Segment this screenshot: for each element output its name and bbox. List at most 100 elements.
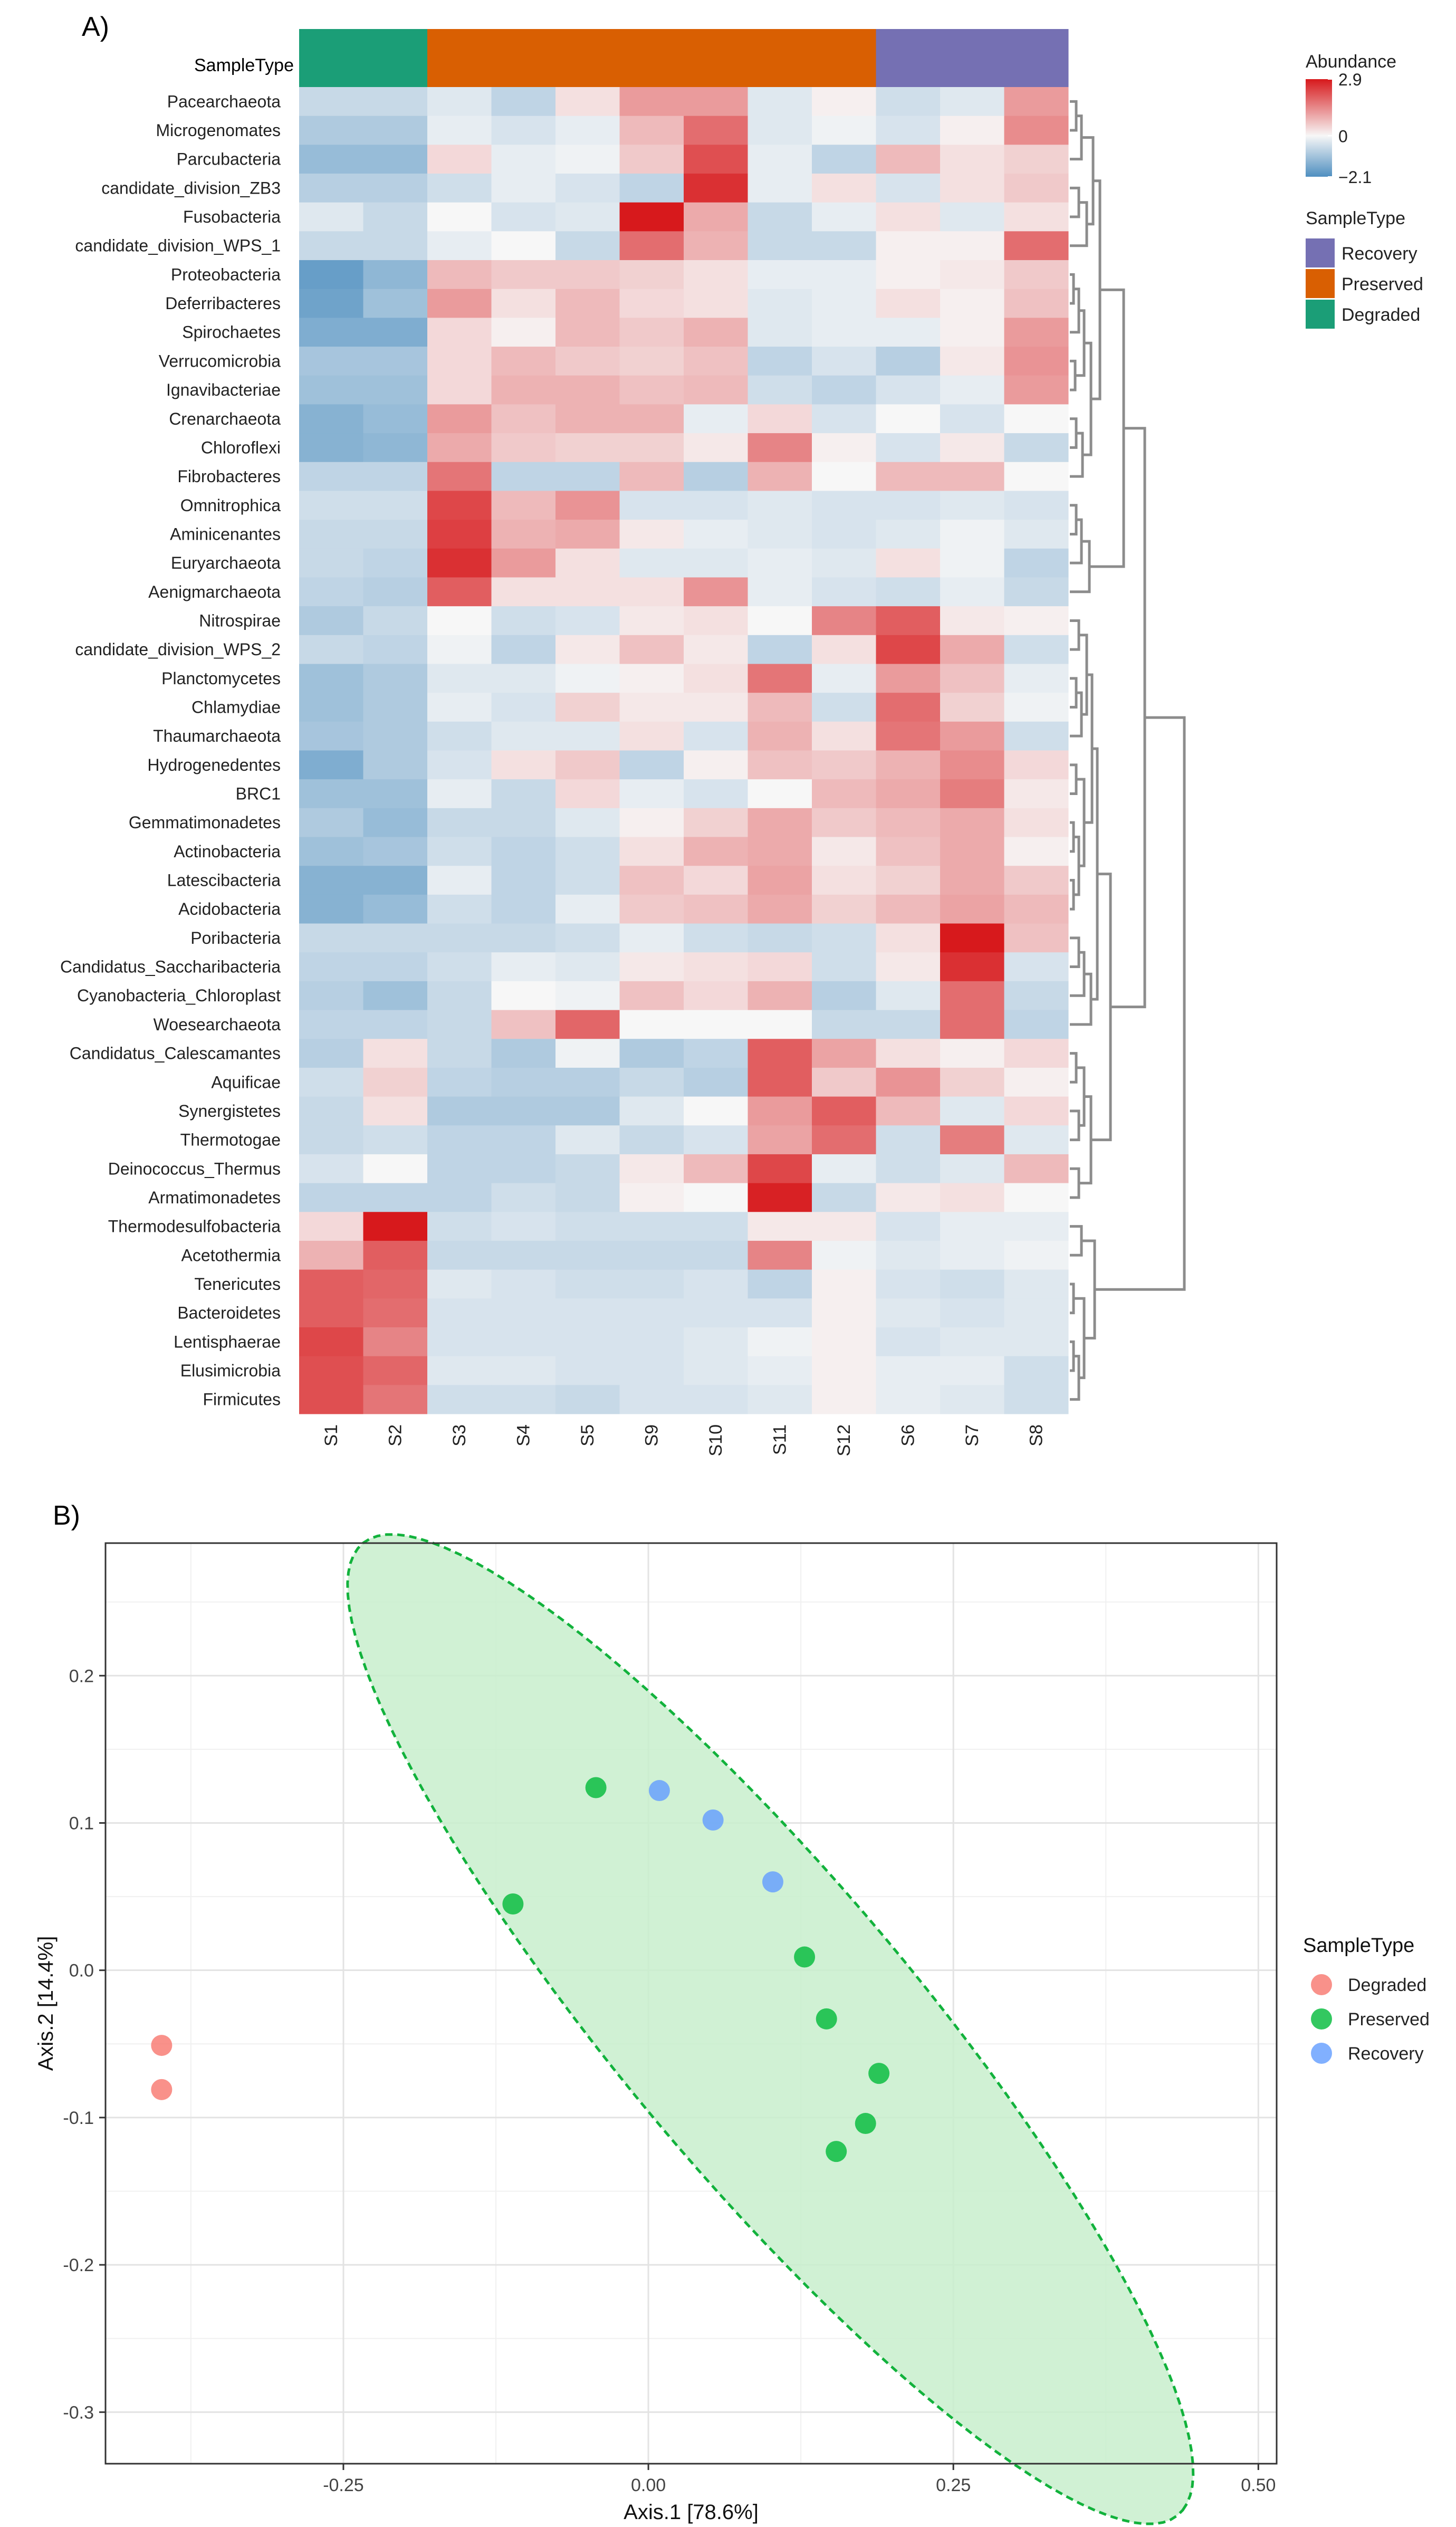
heatmap-cell [684,289,748,318]
heatmap-cell [299,664,363,693]
heatmap-cell [940,866,1004,895]
heatmap-cell [876,664,941,693]
heatmap-cell [427,260,492,290]
heatmap-cell [1004,87,1069,117]
row-label: Elusimicrobia [180,1361,281,1380]
heatmap-cell [1004,635,1069,664]
heatmap-cell [363,635,428,664]
heatmap-cell [812,1356,876,1385]
heatmap-cell [427,1356,492,1385]
heatmap-cell [427,116,492,145]
heatmap-cell [363,1010,428,1039]
heatmap-cell [363,1067,428,1097]
heatmap-cell [684,981,748,1011]
heatmap-cell [812,462,876,491]
heatmap-cell [748,260,812,290]
heatmap-cell [491,1039,556,1068]
heatmap-cell [876,462,941,491]
heatmap-cell [812,923,876,953]
heatmap-cell [363,1183,428,1212]
heatmap-cell [940,693,1004,722]
heatmap-cell [427,952,492,982]
column-label: S6 [898,1424,918,1447]
heatmap-cell [619,981,684,1011]
heatmap-cell [684,837,748,866]
heatmap-cell [684,260,748,290]
heatmap-cell [684,952,748,982]
heatmap-cell [555,174,620,203]
heatmap-cell [1004,894,1069,924]
heatmap-cell [619,318,684,347]
dendrogram-branch [1070,100,1078,132]
heatmap-cell [491,404,556,434]
heatmap-cell [876,1298,941,1328]
heatmap-cell [491,779,556,809]
heatmap-cell [427,548,492,578]
heatmap-cell [1004,837,1069,866]
heatmap-cell [363,1356,428,1385]
heatmap-cell [299,894,363,924]
heatmap-cell [1004,866,1069,895]
heatmap-cell [363,779,428,809]
heatmap-cell [299,808,363,838]
heatmap-cell [684,1010,748,1039]
heatmap-cell [940,1385,1004,1414]
heatmap-cell [876,548,941,578]
row-label: Thermodesulfobacteria [108,1217,281,1236]
point-recovery [762,1871,783,1893]
heatmap-cell [427,289,492,318]
heatmap-cell [491,231,556,261]
column-label: S2 [385,1424,405,1447]
heatmap-cell [299,952,363,982]
row-label: Lentisphaerae [174,1332,281,1351]
sample-type-label-recovery: Recovery [1342,244,1417,264]
heatmap-cell [940,520,1004,549]
heatmap-cell [619,808,684,838]
heatmap-cell [812,1269,876,1299]
heatmap-cell [940,837,1004,866]
heatmap-cell [684,1096,748,1126]
heatmap-cell [619,664,684,693]
heatmap-cell [1004,347,1069,376]
heatmap-cell [491,894,556,924]
row-label: Thermotogae [180,1131,281,1150]
heatmap-cell [491,750,556,780]
heatmap-cell [1004,1183,1069,1212]
heatmap-cell [491,866,556,895]
heatmap-cell [940,923,1004,953]
heatmap-cell [491,952,556,982]
heatmap-cell [555,260,620,290]
heatmap-cell [876,1010,941,1039]
heatmap-cell [684,1327,748,1357]
heatmap-cell [940,1096,1004,1126]
sample-type-swatch-recovery [1306,238,1335,267]
y-axis-title: Axis.2 [14.4%] [34,1936,58,2071]
heatmap-cell [876,491,941,520]
heatmap-cell [427,750,492,780]
heatmap-cell [619,520,684,549]
column-label: S1 [321,1424,341,1447]
heatmap-cell [940,894,1004,924]
heatmap-cell [812,116,876,145]
heatmap-cell [555,1010,620,1039]
heatmap-cell [555,1096,620,1126]
heatmap-cell [940,1298,1004,1328]
heatmap-cell [363,894,428,924]
heatmap-cell [748,1269,812,1299]
heatmap-cell [619,1010,684,1039]
heatmap-cell [1004,1154,1069,1184]
heatmap-cell [555,1154,620,1184]
heatmap-cell [491,116,556,145]
heatmap-cell [748,404,812,434]
heatmap-cell [812,1154,876,1184]
heatmap-cell [876,520,941,549]
heatmap-cell [427,491,492,520]
heatmap-cell [299,520,363,549]
heatmap-cell [491,721,556,751]
heatmap-cell [555,202,620,232]
row-label: Nitrospirae [199,611,281,630]
heatmap-cell [684,1067,748,1097]
heatmap-cell [876,808,941,838]
heatmap-cell [812,1183,876,1212]
